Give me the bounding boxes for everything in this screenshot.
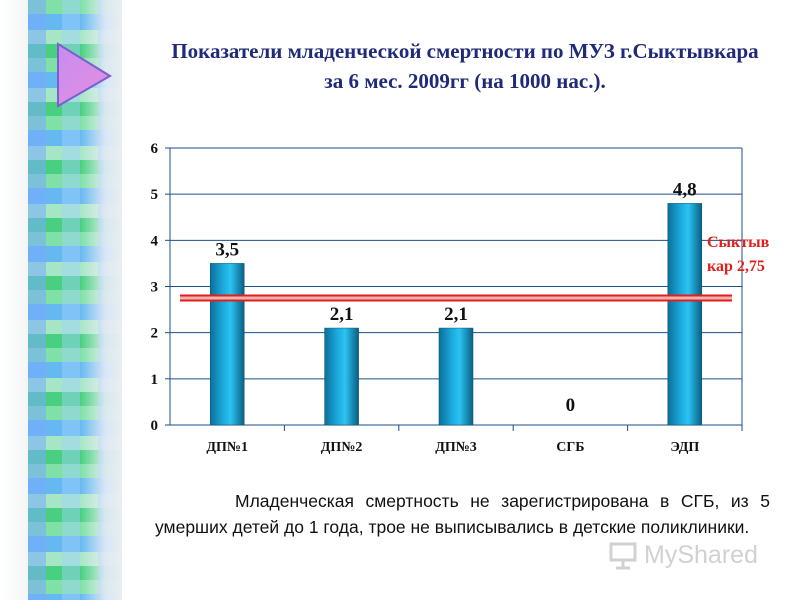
bar	[324, 327, 359, 426]
data-label: 0	[566, 395, 576, 416]
y-tick-label: 1	[151, 372, 159, 388]
bar	[209, 263, 245, 426]
presentation-board-icon	[609, 542, 637, 570]
reference-line-label: Сыктыв кар 2,75	[707, 234, 770, 275]
y-tick-label: 0	[151, 418, 159, 434]
y-tick-label: 4	[151, 233, 159, 249]
bar	[438, 327, 474, 426]
y-tick-label: 5	[151, 187, 159, 203]
x-tick-label: ЭДП	[670, 440, 699, 455]
slide-left-edge	[0, 0, 28, 600]
data-label: 2,1	[330, 304, 354, 325]
bar	[667, 203, 703, 426]
slide-caption: Младенческая смертность не зарегистриров…	[155, 491, 770, 537]
data-label: 2,1	[444, 304, 468, 325]
watermark-text: MyShared	[644, 540, 758, 569]
y-tick-label: 2	[151, 326, 159, 342]
watermark: MyShared	[608, 538, 778, 572]
y-tick-label: 3	[151, 280, 159, 296]
bar-chart-svg: 0 1 2 3 4 5 6 3,5 ДП№1 2,1 ДП№2 2,1 ДП№3 0 СГБ 4,8 ЭДП	[151, 141, 743, 455]
slide-title: Показатели младенческой смертности по МУ…	[171, 39, 759, 93]
y-tick-label: 6	[151, 141, 159, 157]
x-tick-label: СГБ	[556, 440, 584, 455]
data-label: 4,8	[673, 179, 697, 200]
data-label: 3,5	[215, 239, 239, 260]
bar-chart: 0 1 2 3 4 5 6 3,5 ДП№1 2,1 ДП№2 2,1 ДП№3 0 СГБ 4,8 ЭДП	[140, 138, 800, 468]
decorative-side-fade	[80, 0, 122, 600]
x-tick-label: ДП№3	[435, 440, 477, 455]
x-tick-label: ДП№1	[206, 440, 248, 455]
decorative-triangle-icon	[57, 42, 112, 108]
x-tick-label: ДП№2	[321, 440, 363, 455]
